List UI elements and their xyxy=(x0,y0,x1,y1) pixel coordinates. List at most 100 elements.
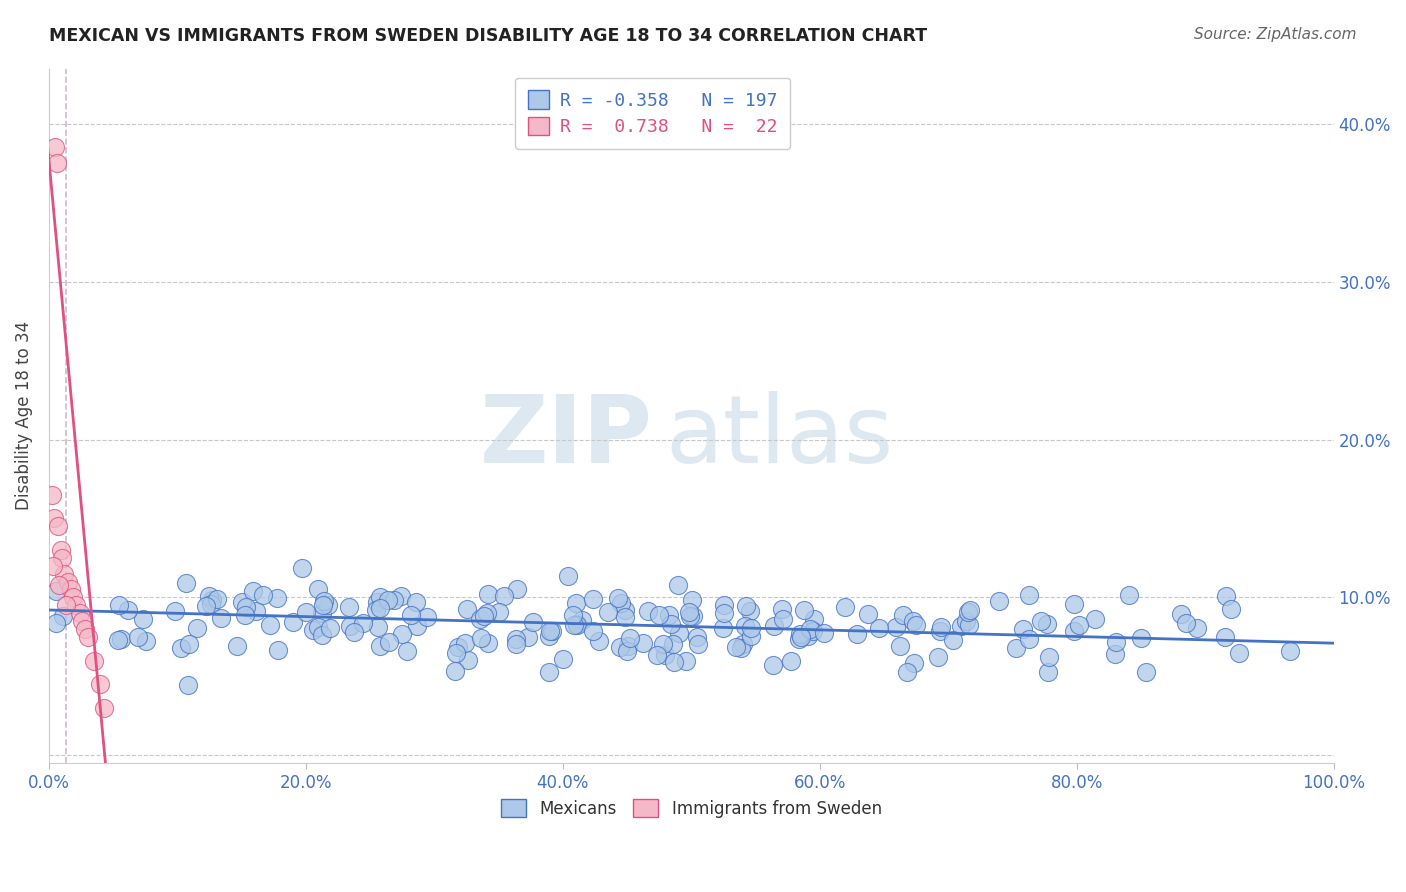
Text: MEXICAN VS IMMIGRANTS FROM SWEDEN DISABILITY AGE 18 TO 34 CORRELATION CHART: MEXICAN VS IMMIGRANTS FROM SWEDEN DISABI… xyxy=(49,27,928,45)
Point xyxy=(389,589,412,603)
Point xyxy=(110,632,132,646)
Point xyxy=(73,622,96,636)
Point xyxy=(291,561,314,575)
Point xyxy=(55,599,77,613)
Point xyxy=(659,617,682,632)
Point xyxy=(929,620,952,634)
Point xyxy=(740,621,762,635)
Point xyxy=(368,590,391,604)
Point xyxy=(565,596,588,610)
Point xyxy=(163,604,186,618)
Point xyxy=(52,608,75,623)
Point xyxy=(1129,632,1152,646)
Point xyxy=(582,592,605,607)
Point xyxy=(928,624,950,638)
Point xyxy=(551,652,574,666)
Point xyxy=(1038,665,1060,679)
Point xyxy=(637,604,659,618)
Point xyxy=(44,140,66,154)
Point xyxy=(1063,597,1085,611)
Point xyxy=(505,632,527,647)
Point xyxy=(1036,616,1059,631)
Point xyxy=(76,630,98,644)
Text: Source: ZipAtlas.com: Source: ZipAtlas.com xyxy=(1194,27,1357,42)
Point xyxy=(606,591,628,605)
Point xyxy=(72,614,94,628)
Point xyxy=(959,603,981,617)
Point xyxy=(370,601,392,615)
Point xyxy=(772,612,794,626)
Point xyxy=(799,622,821,636)
Point xyxy=(884,620,907,634)
Point xyxy=(337,600,360,615)
Point xyxy=(339,619,361,633)
Point xyxy=(1135,665,1157,679)
Point xyxy=(45,156,67,170)
Point xyxy=(405,595,427,609)
Text: ZIP: ZIP xyxy=(479,391,652,483)
Point xyxy=(127,630,149,644)
Point xyxy=(205,591,228,606)
Point xyxy=(582,624,605,639)
Point xyxy=(177,637,200,651)
Point xyxy=(613,609,636,624)
Point xyxy=(957,617,980,632)
Point xyxy=(1174,615,1197,630)
Point xyxy=(724,640,747,655)
Point xyxy=(557,569,579,583)
Point xyxy=(905,618,928,632)
Point xyxy=(596,605,619,619)
Point xyxy=(678,605,700,619)
Legend: Mexicans, Immigrants from Sweden: Mexicans, Immigrants from Sweden xyxy=(495,793,889,824)
Point xyxy=(177,678,200,692)
Point xyxy=(93,701,115,715)
Point xyxy=(541,624,564,638)
Point xyxy=(686,630,709,644)
Point xyxy=(195,599,218,613)
Point xyxy=(226,639,249,653)
Point xyxy=(610,596,633,610)
Point xyxy=(779,654,801,668)
Point xyxy=(682,609,704,624)
Point xyxy=(903,657,925,671)
Point xyxy=(368,639,391,653)
Point xyxy=(415,610,437,624)
Point xyxy=(662,636,685,650)
Point xyxy=(231,595,253,609)
Point xyxy=(740,604,762,618)
Point xyxy=(1004,640,1026,655)
Point xyxy=(609,640,631,654)
Point xyxy=(1170,607,1192,621)
Point xyxy=(789,626,811,640)
Point xyxy=(942,633,965,648)
Point xyxy=(117,602,139,616)
Point xyxy=(562,618,585,632)
Point xyxy=(46,519,69,533)
Point xyxy=(42,558,65,573)
Point xyxy=(477,636,499,650)
Point xyxy=(790,630,813,644)
Point xyxy=(235,607,257,622)
Point xyxy=(1029,614,1052,628)
Y-axis label: Disability Age 18 to 34: Disability Age 18 to 34 xyxy=(15,321,32,510)
Point xyxy=(107,632,129,647)
Point xyxy=(1220,602,1243,616)
Point xyxy=(456,602,478,616)
Text: atlas: atlas xyxy=(665,391,894,483)
Point xyxy=(49,543,72,558)
Point xyxy=(517,630,540,644)
Point xyxy=(662,655,685,669)
Point xyxy=(209,611,232,625)
Point xyxy=(366,595,388,609)
Point xyxy=(245,604,267,618)
Point xyxy=(447,640,470,654)
Point xyxy=(927,650,949,665)
Point xyxy=(200,597,222,611)
Point xyxy=(1018,588,1040,602)
Point xyxy=(405,618,427,632)
Point xyxy=(651,637,673,651)
Point xyxy=(1118,588,1140,602)
Point xyxy=(401,607,423,622)
Point xyxy=(955,614,977,628)
Point xyxy=(472,608,495,623)
